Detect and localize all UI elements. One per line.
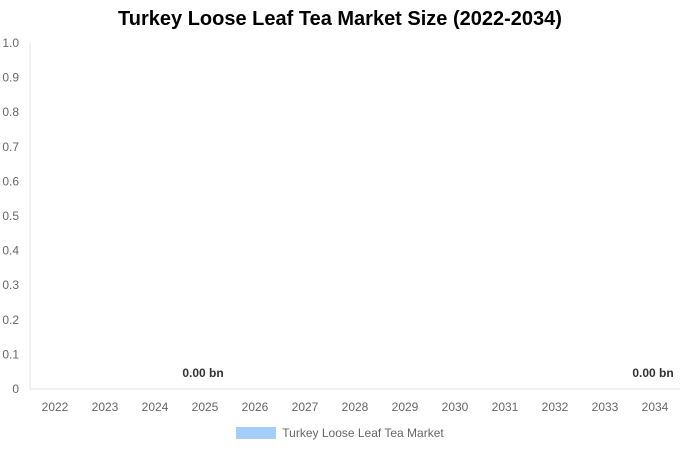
x-tick-label: 2025: [192, 400, 219, 414]
y-tick-label: 0.4: [2, 244, 19, 258]
y-tick-label: 0.5: [2, 209, 19, 223]
x-tick-label: 2031: [492, 400, 519, 414]
data-label: 0.00 bn: [182, 366, 223, 380]
y-tick-label: 0.9: [2, 71, 19, 85]
y-tick-label: 0: [12, 382, 19, 396]
y-tick-label: 1.0: [2, 36, 19, 50]
y-tick-label: 0.6: [2, 174, 19, 188]
y-tick-label: 0.7: [2, 140, 19, 154]
x-tick-label: 2024: [142, 400, 169, 414]
x-tick-label: 2033: [592, 400, 619, 414]
x-tick-label: 2026: [242, 400, 269, 414]
y-tick-label: 0.8: [2, 105, 19, 119]
legend-label: Turkey Loose Leaf Tea Market: [282, 426, 444, 440]
x-tick-label: 2034: [642, 400, 669, 414]
x-tick-label: 2032: [542, 400, 569, 414]
legend: Turkey Loose Leaf Tea Market: [0, 426, 680, 440]
x-tick-label: 2022: [42, 400, 69, 414]
x-tick-label: 2023: [92, 400, 119, 414]
legend-swatch: [236, 427, 277, 439]
data-label: 0.00 bn: [632, 366, 673, 380]
y-tick-label: 0.3: [2, 278, 19, 292]
x-tick-label: 2030: [442, 400, 469, 414]
y-tick-label: 0.1: [2, 347, 19, 361]
x-tick-label: 2028: [342, 400, 369, 414]
x-tick-label: 2029: [392, 400, 419, 414]
chart-title: Turkey Loose Leaf Tea Market Size (2022-…: [118, 8, 562, 30]
y-tick-label: 0.2: [2, 313, 19, 327]
x-tick-label: 2027: [292, 400, 319, 414]
